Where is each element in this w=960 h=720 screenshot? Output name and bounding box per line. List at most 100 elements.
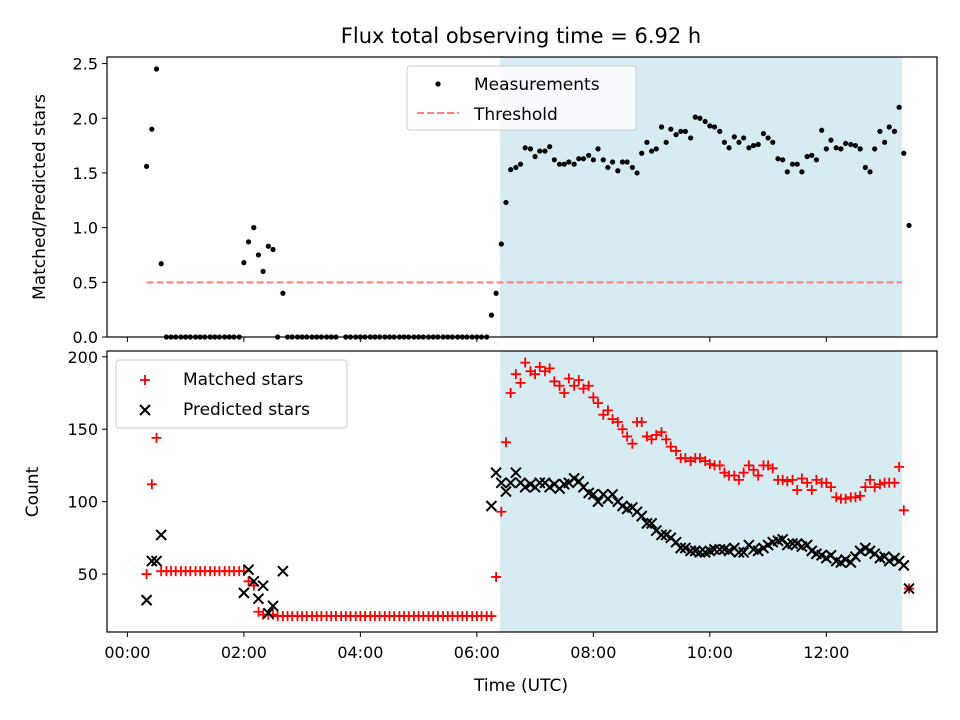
predicted-star-point <box>510 466 522 479</box>
matched-star-point <box>714 460 725 471</box>
measurement-point <box>605 164 611 171</box>
measurement-point <box>813 157 820 163</box>
legend-matched-label: Matched stars <box>183 370 303 390</box>
predicted-star-point <box>752 545 764 557</box>
matched-star-point <box>583 380 594 391</box>
measurement-point <box>663 139 669 145</box>
predicted-star-point <box>839 553 852 566</box>
measurement-point <box>901 150 907 156</box>
predicted-star-point <box>277 565 289 577</box>
bottom-ytick-label: 100 <box>67 493 98 512</box>
matched-star-point <box>694 453 705 464</box>
predicted-star-point <box>592 495 604 508</box>
matched-star-point <box>743 460 754 471</box>
measurement-point <box>542 148 548 154</box>
predicted-star-point <box>733 546 745 559</box>
predicted-star-point <box>504 477 517 489</box>
matched-star-point <box>898 505 909 516</box>
measurement-point <box>906 222 912 229</box>
predicted-star-point <box>140 594 153 606</box>
matched-star-point <box>738 467 749 478</box>
top-legend: Measurements Threshold <box>406 65 637 131</box>
predicted-star-point <box>252 592 265 605</box>
matched-star-point <box>661 434 672 445</box>
measurement-point <box>711 124 718 130</box>
measurement-point <box>644 139 650 145</box>
matched-star-point <box>704 458 715 469</box>
bottom-axes-frame <box>106 350 938 633</box>
bottom-ylabel: Count <box>23 466 43 517</box>
measurement-point <box>799 169 805 175</box>
measurement-point <box>144 163 150 169</box>
measurement-point <box>819 127 825 133</box>
matched-star-point <box>151 432 162 443</box>
measurement-point <box>571 161 577 167</box>
bottom-ytick-label: 50 <box>78 565 98 584</box>
matched-star-point <box>510 369 521 380</box>
measurement-point <box>721 139 728 145</box>
predicted-star-point <box>155 529 167 541</box>
matched-star-point <box>665 441 676 452</box>
predicted-star-point <box>786 537 799 550</box>
measurement-point <box>561 161 567 167</box>
measurement-point <box>668 126 674 132</box>
matched-star-point <box>617 424 628 435</box>
measurement-point <box>736 139 742 145</box>
matched-star-point <box>515 377 526 388</box>
predicted-star-point <box>645 517 658 530</box>
measurement-point <box>241 260 247 266</box>
predicted-star-point <box>495 477 508 489</box>
bottom-highlight-span <box>500 351 903 632</box>
predicted-star-point <box>694 546 706 559</box>
measurement-point <box>260 268 266 274</box>
xtick-label: 12:00 <box>803 643 849 662</box>
measurement-point <box>780 157 786 163</box>
measurement-point <box>823 146 829 152</box>
matched-star-point <box>831 492 842 503</box>
top-axes-frame <box>106 56 938 338</box>
measurement-point <box>566 159 572 165</box>
matched-star-point <box>627 438 638 449</box>
measurement-point <box>576 156 582 162</box>
xtick-label: 06:00 <box>454 643 500 662</box>
matched-star-point <box>860 482 871 493</box>
measurement-point <box>765 135 771 141</box>
measurement-point <box>586 152 592 159</box>
measurement-point <box>658 124 665 130</box>
measurement-point <box>741 135 747 141</box>
measurement-point <box>673 132 679 138</box>
bottom-series-x <box>140 466 915 619</box>
measurement-point <box>702 118 708 125</box>
measurement-point <box>862 164 868 171</box>
matched-star-point <box>544 363 555 374</box>
xtick-label: 02:00 <box>221 643 267 662</box>
matched-star-point <box>753 470 764 481</box>
predicted-star-point <box>898 559 910 572</box>
matched-star-point <box>821 477 832 488</box>
measurement-point <box>852 142 859 149</box>
matched-star-point <box>729 470 740 481</box>
matched-star-point <box>889 477 900 488</box>
predicted-star-point <box>723 545 735 557</box>
top-ytick-label: 2.0 <box>73 109 98 128</box>
measurement-point <box>678 128 684 134</box>
predicted-star-point <box>655 529 668 541</box>
matched-star-point <box>534 361 545 372</box>
top-legend-box <box>406 65 637 131</box>
bottom-ytick-label: 200 <box>67 348 98 367</box>
matched-star-point <box>802 477 813 488</box>
bottom-series-plus <box>141 357 915 622</box>
matched-star-point <box>680 453 691 464</box>
predicted-star-point <box>257 579 269 592</box>
figure-title: Flux total observing time = 6.92 h <box>341 24 701 48</box>
measurement-point <box>522 145 528 151</box>
measurement-point <box>746 145 752 151</box>
matched-star-point <box>651 430 662 441</box>
measurement-point <box>755 141 761 148</box>
measurement-point <box>794 161 800 167</box>
matched-star-point <box>782 476 793 487</box>
matched-star-point <box>573 374 584 385</box>
matched-star-point <box>733 474 744 485</box>
xtick-label: 04:00 <box>337 643 383 662</box>
measurement-point <box>848 141 854 148</box>
